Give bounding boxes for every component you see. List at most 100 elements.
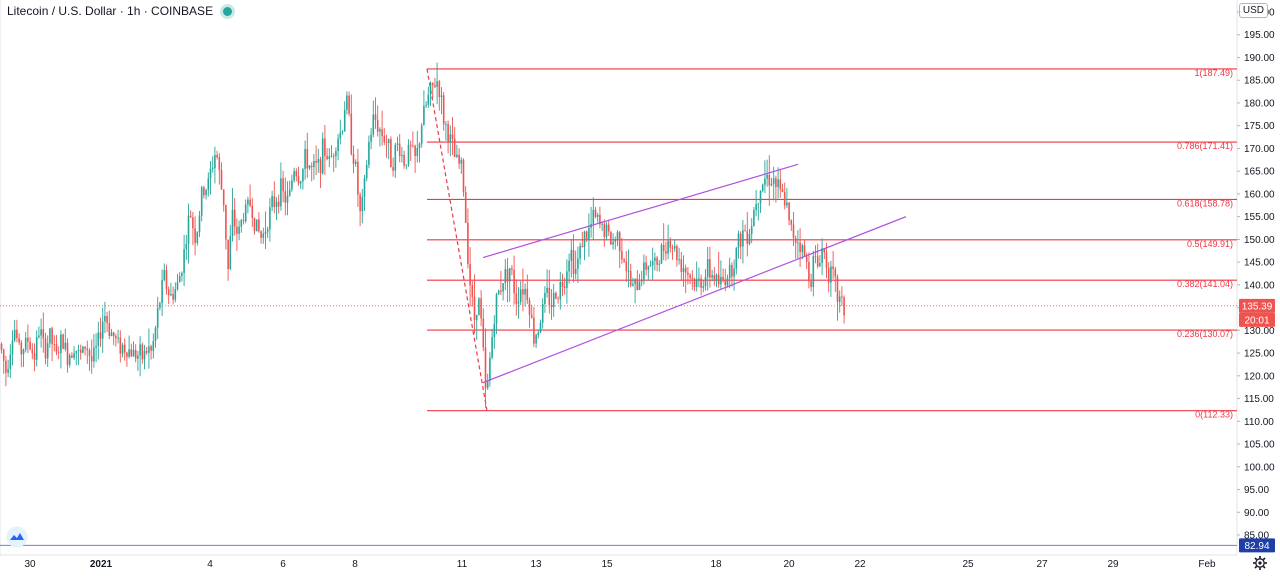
candle-body — [247, 199, 249, 205]
candle-body — [654, 257, 656, 261]
candle-body — [150, 346, 152, 351]
x-tick-label: 18 — [710, 559, 722, 570]
x-tick-label: 25 — [962, 559, 974, 570]
candle-body — [656, 257, 658, 265]
candle-body — [695, 278, 698, 287]
candle-body — [183, 249, 185, 273]
candle-body — [577, 258, 579, 269]
candle-body — [414, 145, 416, 156]
candle-body — [238, 226, 240, 234]
candle-body — [625, 261, 628, 272]
candle-body — [189, 215, 192, 218]
candle-body — [449, 134, 452, 142]
candle-body — [843, 297, 845, 316]
candle-body — [434, 85, 436, 87]
fib-trend-line — [426, 68, 488, 411]
candle-body — [750, 226, 753, 235]
candle-body — [420, 125, 423, 144]
fib-level-label: 0.786(171.41) — [1177, 141, 1233, 151]
candle-body — [372, 114, 375, 135]
candle-body — [634, 278, 636, 284]
candle-body — [291, 180, 293, 190]
candle-body — [205, 189, 207, 196]
candle-body — [830, 266, 832, 283]
candle-body — [834, 269, 837, 277]
candle-body — [310, 165, 313, 168]
candle-body — [515, 293, 518, 304]
candle-body — [403, 155, 405, 166]
x-tick-label: 4 — [207, 559, 213, 570]
candle-body — [618, 232, 621, 252]
candle-body — [799, 242, 801, 253]
candle-body — [88, 350, 91, 357]
candle-body — [24, 337, 27, 350]
candle-body — [128, 349, 130, 357]
tradingview-logo-icon[interactable] — [6, 526, 28, 548]
candle-body — [330, 155, 333, 157]
candle-body — [207, 178, 210, 190]
currency-label[interactable]: USD — [1238, 3, 1268, 18]
candle-body — [766, 174, 768, 179]
candle-body — [827, 267, 830, 283]
y-tick-label: 165.00 — [1244, 167, 1275, 178]
candle-body — [816, 256, 819, 267]
candle-body — [249, 199, 251, 206]
candle-body — [592, 209, 595, 224]
candle-body — [185, 243, 188, 250]
channel-trend-line[interactable] — [482, 163, 799, 259]
candle-body — [218, 157, 221, 170]
candle-body — [645, 262, 647, 270]
candle-body — [229, 236, 232, 269]
candle-body — [46, 343, 49, 359]
candle-body — [57, 352, 60, 354]
candle-body — [304, 149, 306, 170]
candle-body — [471, 285, 474, 297]
candle-body — [319, 159, 322, 174]
candle-body — [638, 281, 641, 290]
candle-body — [293, 171, 295, 181]
candle-body — [442, 95, 445, 125]
candle-body — [458, 154, 460, 164]
y-tick-label: 170.00 — [1244, 144, 1275, 155]
candle-body — [328, 156, 331, 159]
countdown-badge — [1239, 312, 1275, 327]
candle-body — [489, 357, 491, 381]
candle-body — [299, 181, 302, 184]
y-tick-label: 90.00 — [1244, 508, 1269, 519]
candle-body — [95, 345, 97, 348]
candle-body — [596, 214, 599, 217]
candle-body — [616, 232, 619, 241]
candle-body — [753, 210, 755, 227]
candle-body — [429, 82, 432, 95]
candle-body — [313, 160, 315, 168]
candle-body — [821, 248, 823, 264]
candle-body — [724, 279, 727, 286]
candle-body — [326, 156, 328, 159]
candle-body — [66, 342, 69, 365]
candle-body — [502, 283, 504, 292]
candle-body — [0, 343, 3, 350]
candle-body — [667, 240, 669, 254]
candle-body — [748, 234, 751, 244]
channel-trend-line[interactable] — [482, 216, 907, 384]
candle-body — [112, 332, 115, 337]
candle-body — [253, 217, 256, 232]
candle-body — [97, 332, 100, 346]
candle-body — [779, 179, 782, 190]
candle-body — [176, 282, 179, 290]
candle-body — [137, 355, 139, 359]
y-tick-label: 155.00 — [1244, 212, 1275, 223]
settings-gear-icon[interactable] — [1252, 555, 1268, 571]
candle-body — [431, 82, 434, 86]
candle-body — [5, 360, 7, 373]
candle-body — [717, 274, 720, 285]
candle-body — [744, 230, 746, 232]
candle-body — [836, 276, 839, 302]
candle-body — [134, 349, 137, 359]
x-tick-label: 2021 — [90, 559, 113, 570]
x-tick-label: 20 — [783, 559, 795, 570]
low-marker-label: 82.94 — [1244, 541, 1269, 552]
x-tick-label: 22 — [854, 559, 866, 570]
